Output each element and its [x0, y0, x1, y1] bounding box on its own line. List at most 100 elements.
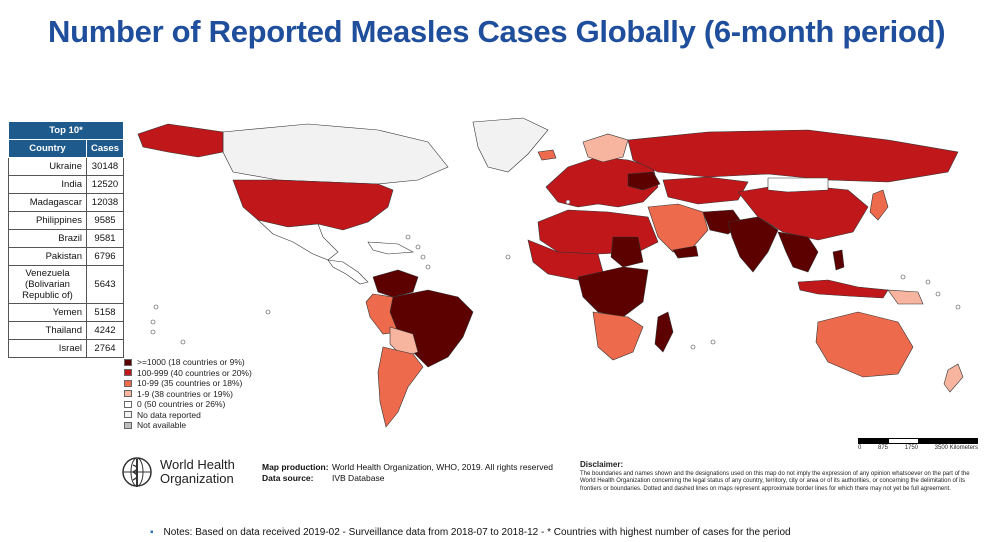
iceland: [537, 149, 557, 161]
country-cell: Israel: [8, 339, 87, 358]
cases-cell: 9581: [86, 229, 124, 248]
caribbean: [367, 241, 415, 255]
legend-label: >=1000 (18 countries or 9%): [137, 357, 245, 367]
sudan: [610, 236, 644, 268]
column-header-country: Country: [8, 139, 87, 158]
papua: [887, 289, 924, 305]
legend-item: >=1000 (18 countries or 9%): [124, 357, 252, 367]
indonesia: [797, 279, 889, 299]
map-legend: >=1000 (18 countries or 9%) 100-999 (40 …: [124, 357, 252, 431]
disclaimer: Disclaimer: The boundaries and names sho…: [580, 461, 985, 493]
japan: [869, 189, 889, 221]
who-name-line2: Organization: [160, 471, 234, 486]
disclaimer-heading: Disclaimer:: [580, 460, 624, 469]
who-name-line1: World Health: [160, 457, 235, 472]
mongolia: [767, 177, 829, 193]
yemen: [672, 245, 699, 259]
disclaimer-text: The boundaries and names shown and the d…: [580, 470, 970, 492]
world-map: [137, 117, 964, 428]
legend-label: Not available: [137, 420, 187, 430]
column-header-cases: Cases: [86, 139, 124, 158]
cases-cell: 4242: [86, 321, 124, 340]
venezuela: [372, 269, 419, 298]
cases-cell: 9585: [86, 211, 124, 230]
madagascar: [654, 311, 674, 353]
top10-table: Top 10* Country Cases Ukraine 30148 India…: [8, 121, 124, 358]
legend-swatch: [124, 390, 132, 397]
australia: [815, 311, 914, 378]
page-title: Number of Reported Measles Cases Globall…: [48, 14, 946, 49]
russia: [627, 129, 959, 183]
southern-africa: [592, 311, 644, 361]
country-cell: Venezuela (Bolivarian Republic of): [8, 265, 87, 304]
india: [727, 216, 779, 273]
legend-swatch: [124, 358, 132, 366]
legend-swatch: [124, 411, 132, 418]
scale-tick: 0: [858, 445, 862, 451]
table-row: Yemen 5158: [8, 303, 124, 322]
legend-swatch: [124, 421, 132, 429]
cases-cell: 2764: [86, 339, 124, 358]
data-source-label: Data source:: [262, 473, 314, 483]
cases-cell: 12520: [86, 175, 124, 194]
scale-tick: 3500 Kilometers: [934, 445, 978, 451]
table-row: Brazil 9581: [8, 229, 124, 248]
scale-bar: 0 875 1750 3500 Kilometers: [858, 438, 978, 451]
legend-item: 0 (50 countries or 26%): [124, 399, 252, 409]
table-row: Ukraine 30148: [8, 157, 124, 176]
who-logo: World Health Organization: [120, 455, 235, 489]
country-cell: Madagascar: [8, 193, 87, 212]
mexico: [256, 219, 339, 261]
table-row: Pakistan 6796: [8, 247, 124, 266]
country-cell: Ukraine: [8, 157, 87, 176]
legend-item: Not available: [124, 420, 252, 430]
alaska: [137, 123, 224, 158]
argentina: [377, 346, 424, 428]
country-cell: Thailand: [8, 321, 87, 340]
greenland: [472, 117, 549, 173]
table-row: Thailand 4242: [8, 321, 124, 340]
central-africa: [577, 266, 649, 318]
scale-tick: 1750: [904, 445, 918, 451]
cases-cell: 6796: [86, 247, 124, 266]
new-zealand: [943, 363, 964, 393]
legend-label: 100-999 (40 countries or 20%): [137, 367, 252, 378]
country-cell: Pakistan: [8, 247, 87, 266]
table-row: Israel 2764: [8, 339, 124, 358]
legend-swatch: [124, 369, 132, 376]
table-row: India 12520: [8, 175, 124, 194]
southeast-asia: [777, 231, 819, 273]
legend-swatch: [124, 379, 132, 387]
scale-bar-graphic: [858, 438, 978, 444]
notes: ▪ Notes: Based on data received 2019-02 -…: [150, 527, 791, 538]
legend-item: 100-999 (40 countries or 20%): [124, 368, 252, 378]
canada: [222, 123, 449, 185]
country-cell: Yemen: [8, 303, 87, 322]
usa: [232, 179, 394, 231]
legend-item: No data reported: [124, 410, 252, 420]
notes-text: Notes: Based on data received 2019-02 - …: [163, 527, 791, 538]
legend-item: 10-99 (35 countries or 18%): [124, 378, 252, 388]
bullet-icon: ▪: [150, 527, 154, 538]
central-america: [327, 259, 369, 285]
legend-label: 1-9 (38 countries or 19%): [137, 388, 233, 399]
legend-label: 0 (50 countries or 26%): [137, 399, 226, 409]
ukraine: [627, 171, 661, 191]
cases-cell: 12038: [86, 193, 124, 212]
table-header: Top 10*: [8, 121, 124, 140]
cases-cell: 30148: [86, 157, 124, 176]
table-row: Madagascar 12038: [8, 193, 124, 212]
cases-cell: 5643: [86, 265, 124, 304]
who-emblem-icon: [122, 457, 152, 487]
scale-tick: 875: [877, 445, 888, 451]
philippines: [832, 249, 845, 271]
country-cell: Brazil: [8, 229, 87, 248]
table-row: Philippines 9585: [8, 211, 124, 230]
cases-cell: 5158: [86, 303, 124, 322]
legend-item: 1-9 (38 countries or 19%): [124, 389, 252, 399]
country-cell: Philippines: [8, 211, 87, 230]
map-production-value: World Health Organization, WHO, 2019. Al…: [332, 462, 553, 472]
legend-swatch: [124, 400, 132, 408]
legend-label: No data reported: [137, 409, 201, 420]
kazakhstan: [662, 176, 749, 205]
